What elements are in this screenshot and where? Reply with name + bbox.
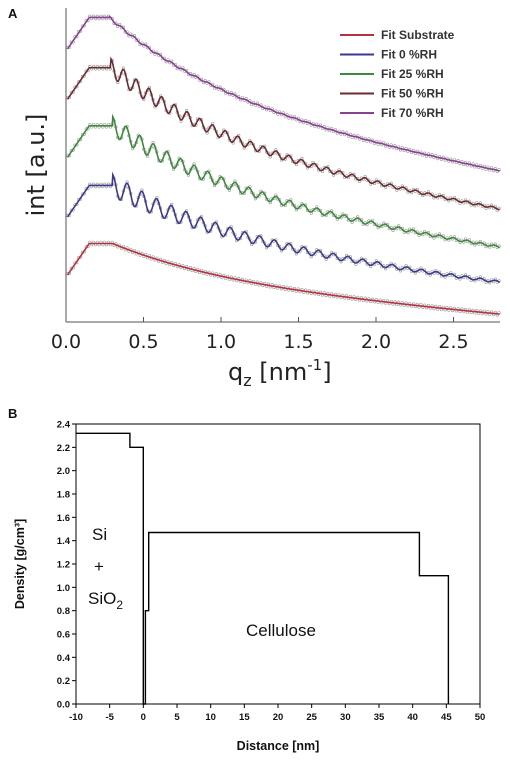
- panel-a-x-tick-label: 0.5: [128, 331, 158, 353]
- fit-curve-0: [66, 242, 500, 315]
- panel-b-x-tick-label: 10: [205, 712, 216, 723]
- panel-b-y-label: Density [g/cm³]: [13, 519, 27, 609]
- panel-b-x-label: Distance [nm]: [237, 739, 320, 753]
- panel-b-y-tick-label: 1.4: [57, 536, 71, 547]
- panel-a-label: A: [8, 6, 18, 21]
- annotation-cellulose: Cellulose: [246, 621, 316, 640]
- fit-curve-1: [66, 171, 501, 284]
- panel-b-y-tick-label: 0.4: [57, 653, 71, 664]
- fit-curve-2: [66, 113, 501, 249]
- fit-curve-3: [66, 56, 500, 211]
- panel-a-x-tick-label: 2.0: [361, 331, 391, 353]
- panel-b-ticks: -10 -5 0 5 10 15 20 25 30 35 40 45 50 0.0 0.2 0.4 0.6 0.8…: [57, 420, 486, 724]
- panel-a-x-label: qz [nm-1]: [228, 356, 332, 390]
- annotation-sio2: SiO2: [88, 589, 123, 612]
- panel-b-y-tick-label: 1.2: [57, 560, 70, 571]
- panel-b-x-tick-label: -10: [69, 712, 83, 723]
- fit-curve-4: [66, 15, 500, 172]
- legend-entry-label: Fit 0 %RH: [381, 48, 437, 62]
- panel-b-x-tick-label: 40: [407, 712, 418, 723]
- panel-b-y-tick-label: 0.2: [57, 676, 70, 687]
- panel-b-x-tick-label: 25: [306, 712, 317, 723]
- panel-b-x-tick-label: 30: [340, 712, 351, 723]
- panel-b-y-tick-label: 0.6: [57, 630, 70, 641]
- density-profile-line: [76, 432, 450, 705]
- panel-a-x-tick-label: 2.5: [438, 331, 468, 353]
- panel-b-y-tick-label: 2.0: [57, 466, 70, 477]
- panel-a-legend: Fit Substrate Fit 0 %RH Fit 25 %RH Fit 50 %…: [340, 28, 455, 120]
- panel-b-y-tick-label: 2.4: [57, 420, 71, 431]
- panel-b-y-tick-label: 1.8: [57, 490, 70, 501]
- panel-b-y-tick-label: 0.8: [57, 606, 70, 617]
- panel-a-x-tick-label: 1.0: [206, 331, 236, 353]
- panel-a-y-label: int [a.u.]: [22, 114, 50, 217]
- panel-b-y-tick-label: 0.0: [57, 700, 70, 711]
- annotation-plus: +: [94, 557, 104, 576]
- legend-entry-label: Fit 50 %RH: [381, 87, 444, 101]
- panel-a-x-tick-label: 0.0: [51, 331, 81, 353]
- panel-a-x-tick-label: 1.5: [283, 331, 313, 353]
- panel-b: B -10 -5 0 5 10 15 20 25 30 35 40 45 50 0.0 0.2 0.4 0.6 0…: [8, 406, 485, 753]
- panel-b-x-tick-label: 5: [174, 712, 180, 723]
- panel-a-plot-area: [65, 14, 501, 317]
- annotation-si: Si: [92, 525, 107, 544]
- panel-b-y-tick-label: 1.0: [57, 583, 70, 594]
- panel-b-x-tick-label: 20: [273, 712, 284, 723]
- panel-b-y-tick-label: 2.2: [57, 443, 70, 454]
- legend-entry-label: Fit Substrate: [381, 28, 455, 42]
- panel-b-x-tick-label: 35: [374, 712, 385, 723]
- legend-entry-label: Fit 70 %RH: [381, 106, 444, 120]
- legend-entry-label: Fit 25 %RH: [381, 67, 444, 81]
- panel-a-x-ticks: 0.0 0.5 1.0 1.5 2.0 2.5: [51, 317, 469, 353]
- panel-b-label: B: [8, 406, 17, 421]
- panel-b-x-tick-label: 50: [475, 712, 486, 723]
- panel-b-x-tick-label: -5: [105, 712, 114, 723]
- panel-b-x-tick-label: 0: [141, 712, 146, 723]
- panel-a: A 0.0 0.5 1.0 1.5 2.0 2.5 int [a.u.] qz [nm-1…: [8, 6, 501, 390]
- panel-b-x-tick-label: 45: [441, 712, 452, 723]
- panel-b-y-tick-label: 1.6: [57, 513, 70, 524]
- panel-b-x-tick-label: 15: [239, 712, 250, 723]
